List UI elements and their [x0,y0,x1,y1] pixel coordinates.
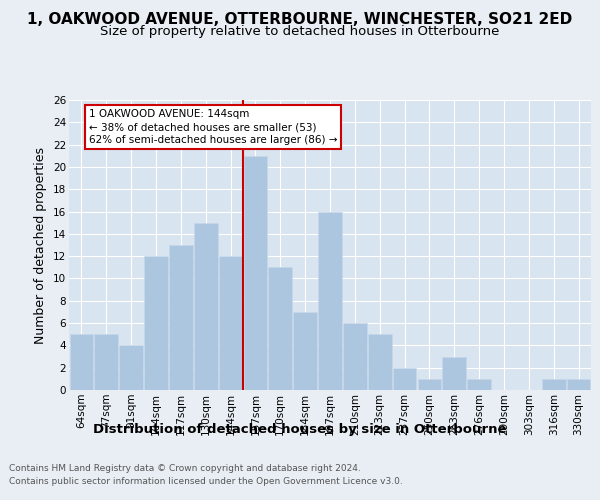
Bar [219,256,242,390]
Bar [393,368,416,390]
Bar [94,334,118,390]
Y-axis label: Number of detached properties: Number of detached properties [34,146,47,344]
Bar [567,379,590,390]
Bar [244,156,267,390]
Text: 1 OAKWOOD AVENUE: 144sqm
← 38% of detached houses are smaller (53)
62% of semi-d: 1 OAKWOOD AVENUE: 144sqm ← 38% of detach… [89,109,337,146]
Bar [368,334,392,390]
Text: 1, OAKWOOD AVENUE, OTTERBOURNE, WINCHESTER, SO21 2ED: 1, OAKWOOD AVENUE, OTTERBOURNE, WINCHEST… [28,12,572,28]
Bar [194,222,218,390]
Bar [293,312,317,390]
Bar [144,256,168,390]
Bar [70,334,93,390]
Bar [119,346,143,390]
Text: Contains public sector information licensed under the Open Government Licence v3: Contains public sector information licen… [9,478,403,486]
Bar [343,323,367,390]
Bar [169,245,193,390]
Bar [318,212,342,390]
Bar [418,379,441,390]
Bar [442,356,466,390]
Text: Distribution of detached houses by size in Otterbourne: Distribution of detached houses by size … [93,422,507,436]
Text: Contains HM Land Registry data © Crown copyright and database right 2024.: Contains HM Land Registry data © Crown c… [9,464,361,473]
Bar [467,379,491,390]
Text: Size of property relative to detached houses in Otterbourne: Size of property relative to detached ho… [100,25,500,38]
Bar [268,268,292,390]
Bar [542,379,566,390]
